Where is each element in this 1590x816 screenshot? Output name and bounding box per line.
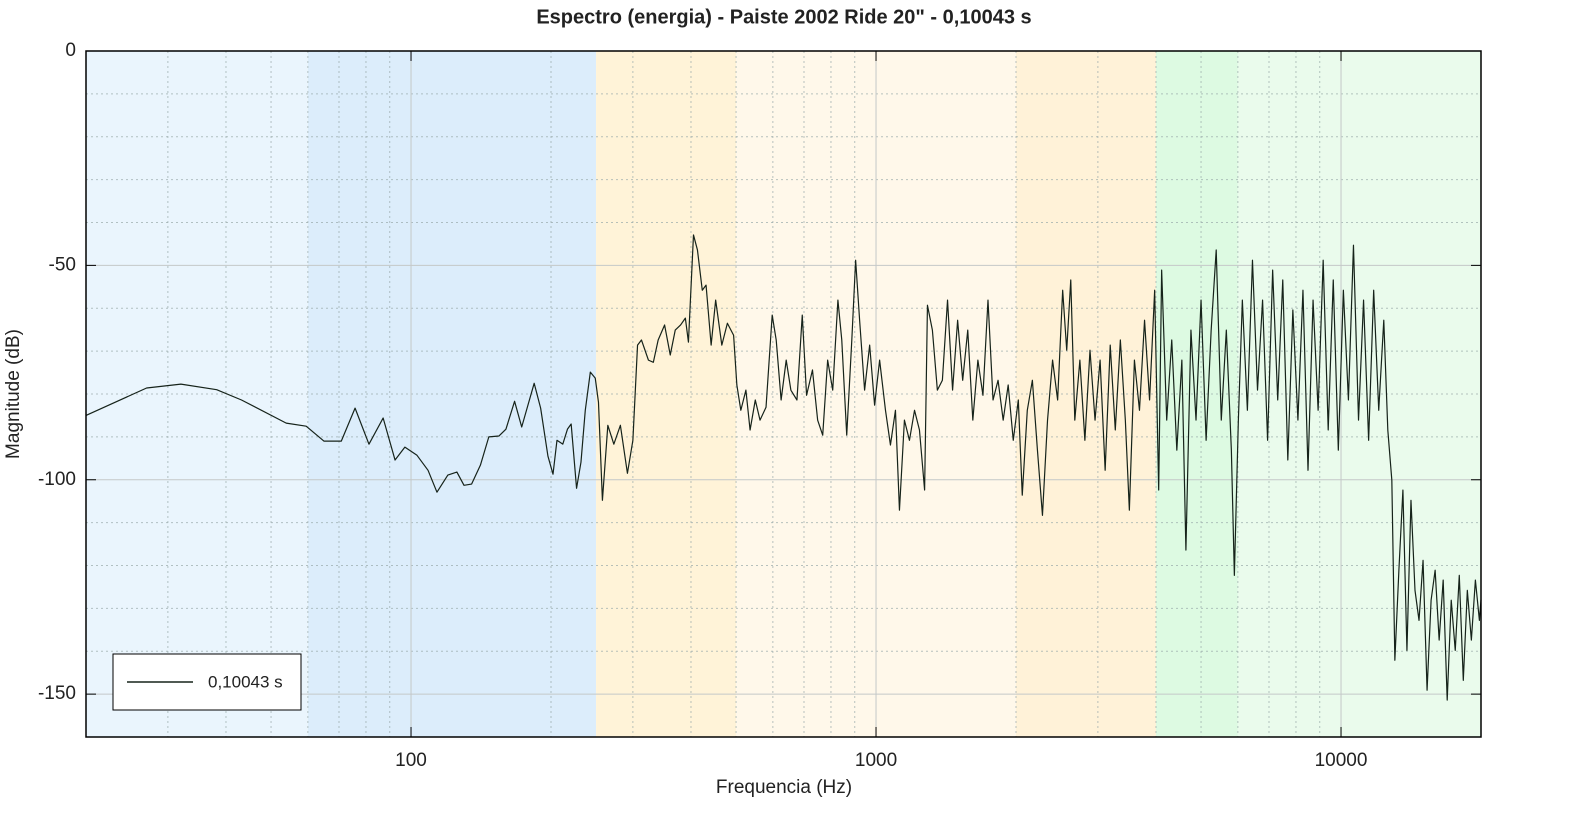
x-axis-label: Frequencia (Hz) <box>716 777 852 798</box>
y-tick-label: -50 <box>49 254 76 275</box>
plot-frame <box>85 50 1482 738</box>
chart-title: Espectro (energia) - Paiste 2002 Ride 20… <box>536 6 1031 28</box>
y-tick-label: 0 <box>65 40 76 61</box>
y-tick-label: -150 <box>38 683 76 704</box>
x-tick-label: 100 <box>395 750 427 771</box>
x-tick-label: 1000 <box>855 750 897 771</box>
x-tick-label: 10000 <box>1315 750 1368 771</box>
legend-label: 0,10043 s <box>208 672 283 691</box>
y-axis-label: Magnitude (dB) <box>3 329 24 459</box>
y-tick-label: -100 <box>38 469 76 490</box>
spectrum-line <box>85 234 1482 701</box>
